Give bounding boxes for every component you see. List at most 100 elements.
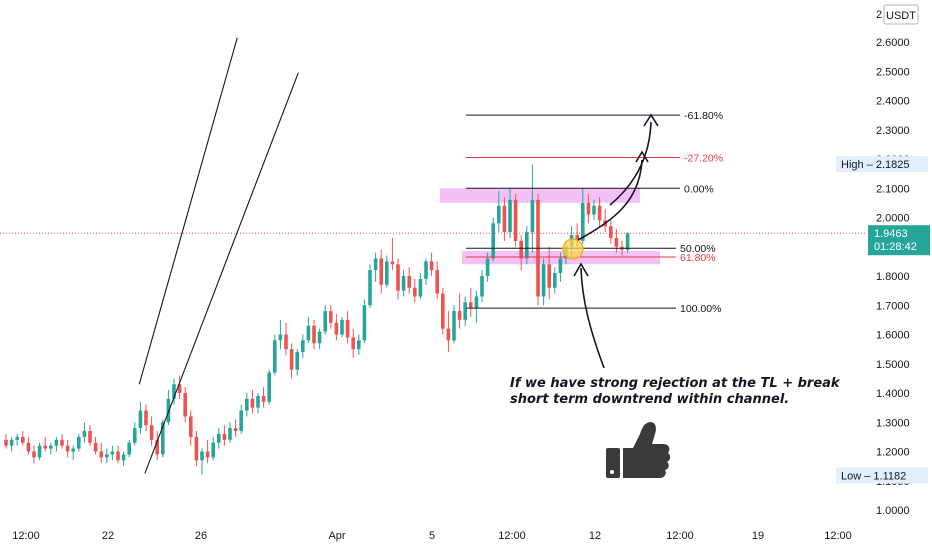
candle-body xyxy=(351,337,355,350)
candle-body xyxy=(289,349,294,370)
x-tick-label-2: 26 xyxy=(195,530,207,542)
annotation-line-0: If we have strong rejection at the TL + … xyxy=(510,376,841,391)
fib-label-3: 50.00% xyxy=(680,243,716,255)
candle-91 xyxy=(513,194,518,247)
zone-0 xyxy=(440,188,640,203)
candle-71 xyxy=(401,270,406,297)
candle-94 xyxy=(530,164,535,253)
candle-body xyxy=(149,425,154,440)
candle-57 xyxy=(323,305,327,335)
y-tick-label-15: 2.5000 xyxy=(876,66,910,78)
candle-32 xyxy=(183,387,187,423)
candle-body xyxy=(82,431,87,437)
current-price-box xyxy=(868,225,930,256)
candle-103 xyxy=(581,188,585,244)
candle-body xyxy=(586,202,591,215)
y-tick-label-11: 2.1000 xyxy=(876,183,910,195)
candle-body xyxy=(485,258,490,276)
candle-59 xyxy=(334,314,339,341)
candle-77 xyxy=(435,261,439,300)
candle-1 xyxy=(9,436,14,452)
y-tick-label-10: 2.0000 xyxy=(876,213,910,225)
candle-61 xyxy=(345,311,350,344)
candle-body xyxy=(497,205,501,224)
candle-111 xyxy=(625,232,630,253)
candle-body xyxy=(474,296,479,309)
candle-body xyxy=(37,445,42,458)
price-channel xyxy=(138,37,299,474)
candle-70 xyxy=(396,258,400,300)
candle-body xyxy=(21,436,25,443)
candle-68 xyxy=(385,255,389,288)
x-tick-label-0: 12:00 xyxy=(12,530,40,542)
candle-38 xyxy=(217,428,221,449)
candle-body xyxy=(217,433,221,443)
fib-label-5: 100.00% xyxy=(680,303,721,315)
candle-48 xyxy=(273,334,277,376)
candle-body xyxy=(49,445,53,449)
trade-annotation: If we have strong rejection at the TL + … xyxy=(510,376,841,407)
candle-body xyxy=(245,398,249,411)
candle-73 xyxy=(413,278,417,303)
candle-body xyxy=(429,261,434,271)
y-tick-label-14: 2.4000 xyxy=(876,96,910,108)
candle-body xyxy=(295,352,299,370)
candle-body xyxy=(65,445,70,452)
candle-10 xyxy=(60,433,64,449)
candle-6 xyxy=(37,442,42,461)
candle-body xyxy=(357,340,361,350)
arrowhead-minus27 xyxy=(635,150,649,163)
candle-body xyxy=(609,226,613,238)
candle-28 xyxy=(161,419,165,458)
candle-body xyxy=(435,270,439,294)
candle-body xyxy=(32,451,36,458)
candle-67 xyxy=(379,249,383,294)
channel-lower-line xyxy=(144,72,299,474)
candle-85 xyxy=(480,270,484,303)
candle-52 xyxy=(295,349,299,376)
supply-demand-zones xyxy=(440,188,660,265)
candle-body xyxy=(323,311,327,332)
annotation-line-1: short term downtrend within channel. xyxy=(510,392,789,407)
candle-body xyxy=(469,302,473,309)
candle-16 xyxy=(93,436,98,455)
candle-83 xyxy=(469,287,473,317)
x-tick-label-8: 19 xyxy=(752,530,764,542)
candle-body xyxy=(547,264,551,288)
currency-button[interactable]: USDT xyxy=(886,10,916,22)
candle-69 xyxy=(390,237,395,271)
fib-label-1: -27.20% xyxy=(684,153,723,165)
arrow-to-circle xyxy=(580,267,605,369)
candle-body xyxy=(345,319,350,338)
candle-98 xyxy=(553,267,557,294)
y-tick-label-7: 1.7000 xyxy=(876,300,910,312)
candle-82 xyxy=(463,296,467,326)
candle-body xyxy=(441,293,445,329)
candle-87 xyxy=(491,217,495,262)
thumbs-up-icon xyxy=(606,422,671,478)
y-tick-label-16: 2.6000 xyxy=(876,37,910,49)
candle-body xyxy=(530,199,535,233)
candle-body xyxy=(446,328,451,341)
currency-button-box[interactable] xyxy=(883,4,919,25)
candle-41 xyxy=(233,419,238,437)
candle-88 xyxy=(497,191,501,233)
candle-23 xyxy=(133,422,137,446)
candle-17 xyxy=(99,442,103,464)
thumb-hand xyxy=(623,422,671,478)
candle-84 xyxy=(474,290,479,323)
candle-body xyxy=(463,302,467,320)
y-tick-label-5: 1.5000 xyxy=(876,359,910,371)
candle-body xyxy=(88,431,92,443)
candle-body xyxy=(558,258,563,274)
x-tick-label-7: 12:00 xyxy=(666,530,694,542)
candle-body xyxy=(116,451,120,461)
candle-body xyxy=(368,270,372,306)
candle-body xyxy=(413,287,417,297)
candle-body xyxy=(155,439,159,455)
candle-body xyxy=(581,202,585,241)
candle-body xyxy=(362,305,367,341)
y-tick-label-4: 1.4000 xyxy=(876,388,910,400)
